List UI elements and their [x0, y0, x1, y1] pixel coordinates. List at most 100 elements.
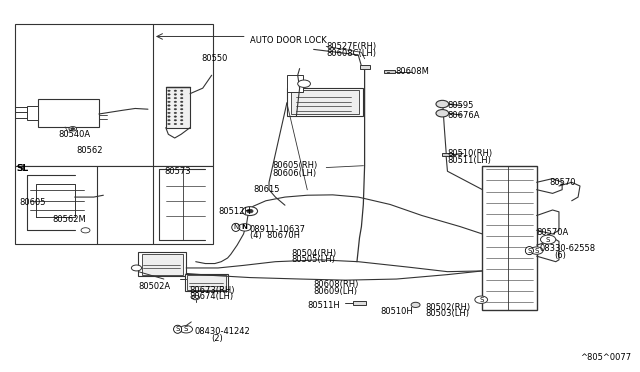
Text: 80562: 80562 — [76, 147, 102, 155]
Text: AUTO DOOR LOCK: AUTO DOOR LOCK — [250, 36, 326, 45]
Text: 80606(LH): 80606(LH) — [272, 169, 316, 177]
Text: S: S — [184, 326, 188, 332]
Circle shape — [168, 97, 170, 99]
Bar — [360, 65, 370, 68]
Text: 80605: 80605 — [19, 198, 45, 207]
Text: 80511(LH): 80511(LH) — [447, 155, 492, 165]
Text: SL: SL — [16, 164, 27, 173]
Bar — [27, 106, 38, 120]
Text: 08911-10637: 08911-10637 — [250, 225, 306, 234]
Text: S: S — [546, 237, 550, 243]
Circle shape — [436, 100, 449, 108]
Text: 80573: 80573 — [164, 167, 191, 176]
Text: S: S — [527, 248, 532, 254]
Text: 80511H: 80511H — [307, 301, 340, 311]
Circle shape — [131, 265, 141, 271]
Circle shape — [174, 97, 177, 99]
Bar — [483, 166, 537, 310]
Circle shape — [168, 112, 170, 113]
Circle shape — [168, 94, 170, 95]
Circle shape — [168, 101, 170, 103]
Bar — [166, 87, 190, 128]
Circle shape — [174, 105, 177, 106]
Text: (2): (2) — [212, 334, 223, 343]
Text: 80503(LH): 80503(LH) — [425, 309, 469, 318]
Circle shape — [180, 97, 183, 99]
Circle shape — [180, 90, 183, 92]
Circle shape — [180, 109, 183, 110]
Text: 80615: 80615 — [253, 185, 280, 194]
Bar — [141, 254, 183, 275]
Text: 80502A: 80502A — [138, 282, 170, 291]
Circle shape — [180, 116, 183, 117]
Bar — [353, 301, 366, 305]
Circle shape — [168, 119, 170, 121]
Bar — [291, 90, 359, 113]
Text: N: N — [233, 224, 239, 230]
Circle shape — [180, 123, 183, 125]
Circle shape — [174, 90, 177, 92]
Text: N: N — [242, 224, 248, 230]
Circle shape — [174, 109, 177, 110]
Text: 80502(RH): 80502(RH) — [425, 302, 470, 312]
Text: 80570A: 80570A — [537, 228, 569, 237]
Text: S: S — [534, 248, 539, 254]
Circle shape — [174, 123, 177, 125]
Text: 80512H: 80512H — [218, 207, 251, 217]
Text: 80608C(LH): 80608C(LH) — [326, 49, 376, 58]
Bar — [188, 275, 226, 290]
Circle shape — [180, 105, 183, 106]
Text: 80505(LH): 80505(LH) — [291, 255, 335, 264]
Circle shape — [81, 228, 90, 233]
Text: (6): (6) — [554, 251, 566, 260]
Circle shape — [180, 119, 183, 121]
Text: 80608(RH): 80608(RH) — [314, 280, 359, 289]
Bar — [38, 99, 99, 127]
Text: 80605(RH): 80605(RH) — [272, 161, 317, 170]
Text: 80562M: 80562M — [52, 215, 86, 224]
Text: 08330-62558: 08330-62558 — [540, 244, 596, 253]
Text: SL: SL — [16, 164, 28, 173]
Bar — [287, 88, 364, 116]
Circle shape — [243, 207, 257, 215]
Circle shape — [475, 296, 488, 304]
Text: 80673(RH): 80673(RH) — [189, 286, 235, 295]
Text: (4)  80670H: (4) 80670H — [250, 231, 300, 240]
Circle shape — [168, 123, 170, 125]
Circle shape — [71, 128, 75, 130]
Text: S: S — [479, 297, 483, 303]
Text: 08430-41242: 08430-41242 — [195, 327, 250, 336]
Circle shape — [168, 109, 170, 110]
Text: 80527F(RH): 80527F(RH) — [326, 42, 376, 51]
Circle shape — [411, 302, 420, 308]
Circle shape — [180, 94, 183, 95]
Circle shape — [168, 105, 170, 106]
Text: 80676A: 80676A — [447, 110, 480, 120]
Text: 80595: 80595 — [447, 101, 474, 110]
Text: 80510(RH): 80510(RH) — [447, 149, 493, 158]
Text: 80510H: 80510H — [381, 307, 413, 316]
Circle shape — [298, 80, 310, 87]
Bar — [185, 273, 228, 291]
Text: 80609(LH): 80609(LH) — [314, 287, 358, 296]
Bar — [384, 70, 395, 73]
Bar — [442, 153, 452, 157]
Bar — [138, 253, 186, 276]
Text: 80674(LH): 80674(LH) — [189, 292, 234, 301]
Text: 80504(RH): 80504(RH) — [291, 249, 337, 258]
Text: 80540A: 80540A — [59, 130, 91, 139]
Circle shape — [540, 235, 556, 244]
Circle shape — [174, 112, 177, 113]
Circle shape — [180, 101, 183, 103]
Text: 80608M: 80608M — [395, 67, 429, 76]
Text: 80570: 80570 — [549, 178, 576, 187]
Text: S: S — [175, 326, 180, 332]
Circle shape — [436, 110, 449, 117]
Circle shape — [174, 94, 177, 95]
Bar — [15, 23, 213, 166]
Circle shape — [168, 90, 170, 92]
Circle shape — [180, 326, 193, 333]
Bar — [15, 166, 213, 244]
Bar — [287, 75, 303, 92]
Circle shape — [174, 116, 177, 117]
